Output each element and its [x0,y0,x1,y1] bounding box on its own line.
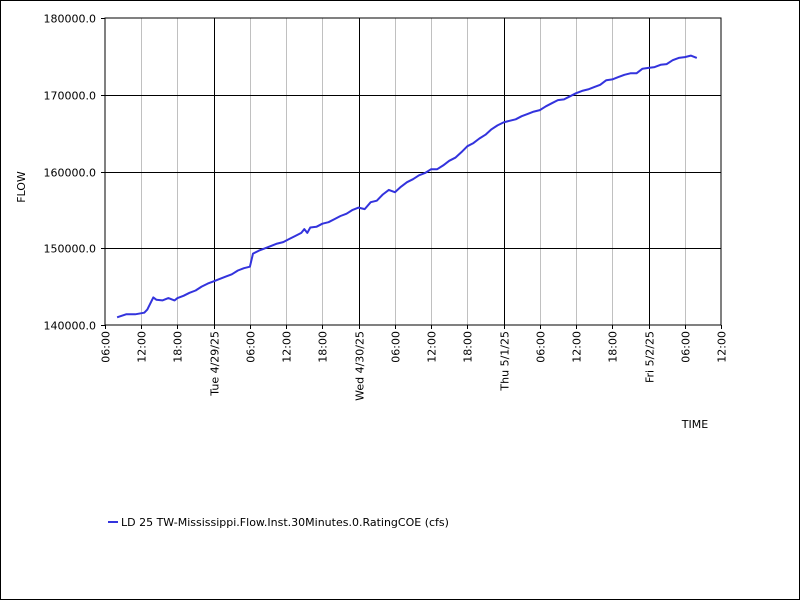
x-tick-label: 06:00 [390,331,403,363]
x-tick-label: Thu 5/1/25 [499,331,512,392]
x-tick-label: 12:00 [281,331,294,363]
series-layer [116,54,698,319]
y-tick-label: 180000.0 [44,13,97,26]
x-tick-label: 18:00 [462,331,475,363]
x-tick-label: 12:00 [136,331,149,363]
plot-area [104,17,722,326]
legend-entry-label: LD 25 TW-Mississippi.Flow.Inst.30Minutes… [121,515,449,529]
x-tick-label: Tue 4/29/25 [209,331,222,397]
x-axis-ticks: 06:00 12:00 18:00 Tue 4/29/25 06:00 12:00 18:0… [100,325,729,401]
x-tick-label: 06:00 [535,331,548,363]
legend-swatch [108,521,118,523]
y-tick-label: 150000.0 [44,243,97,256]
x-axis-label: TIME [681,418,708,431]
y-tick-label: 170000.0 [44,90,97,103]
x-tick-label: Fri 5/2/25 [644,331,657,383]
y-tick-label: 160000.0 [44,167,97,180]
x-tick-label: 12:00 [426,331,439,363]
x-tick-label: 06:00 [245,331,258,363]
x-tick-label: 12:00 [716,331,729,363]
y-tick-label: 140000.0 [44,320,97,333]
x-tick-label: 18:00 [607,331,620,363]
x-tick-label: 06:00 [680,331,693,363]
series-line-0 [116,54,698,319]
x-tick-label: 18:00 [172,331,185,363]
x-tick-label: Wed 4/30/25 [354,331,367,401]
x-tick-label: 06:00 [100,331,113,363]
y-axis-ticks: 140000.0 150000.0 160000.0 170000.0 180000.0 [44,13,105,333]
y-axis-label: FLOW [15,171,28,203]
x-tick-label: 18:00 [317,331,330,363]
x-tick-label: 12:00 [571,331,584,363]
gridlines [105,18,721,325]
legend: LD 25 TW-Mississippi.Flow.Inst.30Minutes… [108,514,449,530]
